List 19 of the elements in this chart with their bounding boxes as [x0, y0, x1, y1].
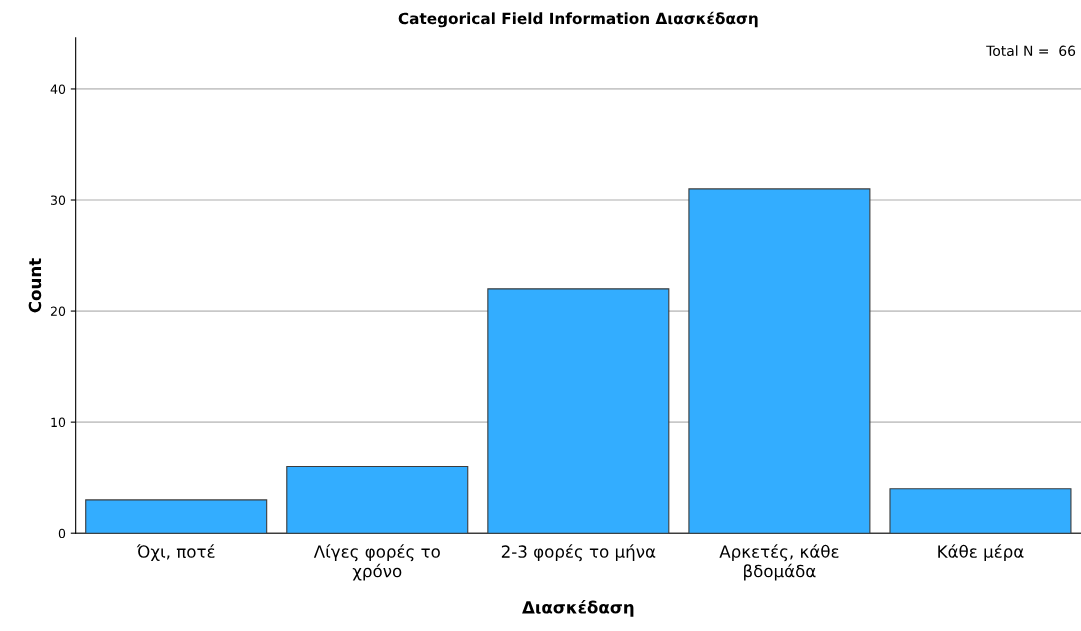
y-tick-label: 40	[50, 84, 66, 94]
x-tick-label: 2-3 φορές το μήνα	[501, 544, 656, 562]
chart-title: Categorical Field Information Διασκέδαση	[398, 11, 758, 28]
y-tick-label: 0	[58, 528, 66, 539]
bar	[487, 288, 670, 534]
bar	[688, 188, 871, 534]
bar	[286, 466, 469, 534]
x-axis-title: Διασκέδαση	[522, 600, 634, 617]
x-tick-label: Λίγες φορές το χρόνο	[313, 544, 440, 581]
x-tick-label: Όχι, ποτέ	[136, 544, 215, 562]
bar	[889, 488, 1072, 534]
x-tick-label: Κάθε μέρα	[938, 544, 1024, 562]
annotation: Total N = 66	[986, 45, 1076, 57]
y-tick-label: 10	[51, 417, 66, 428]
bar	[85, 499, 268, 534]
x-tick-label: Αρκετές, κάθε βδομάδα	[719, 544, 839, 581]
y-tick-label: 20	[50, 306, 66, 316]
y-axis-title: Count	[28, 258, 42, 313]
y-tick-label: 30	[50, 195, 66, 205]
